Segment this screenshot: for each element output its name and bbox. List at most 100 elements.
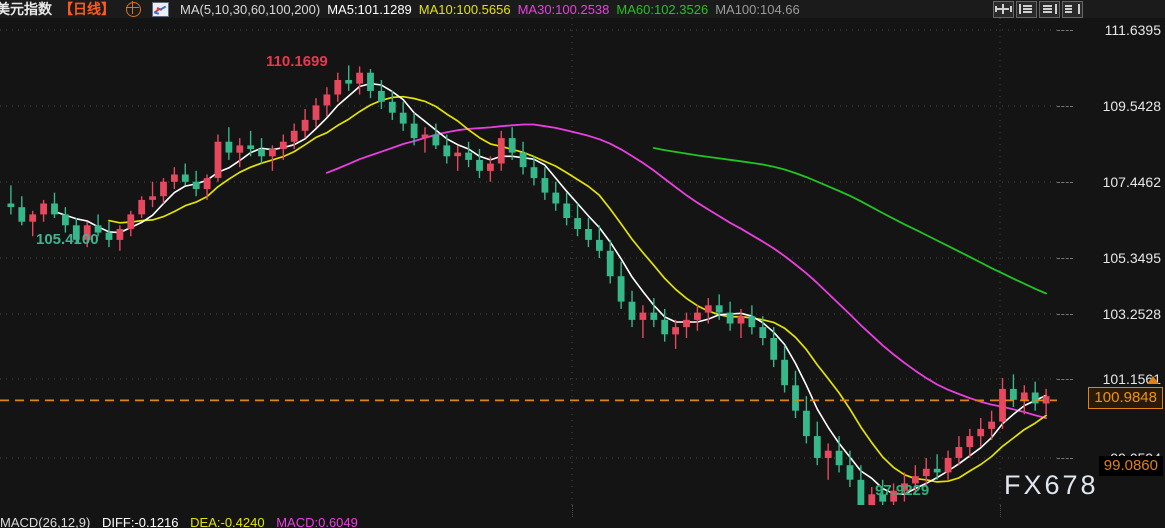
ma30-value: MA30:100.2538: [517, 1, 610, 17]
price-axis[interactable]: 111.6395 109.5428 107.4462 105.3495 103.2528…: [1057, 18, 1165, 505]
candle-body: [955, 447, 963, 458]
globe-icon[interactable]: [125, 1, 141, 17]
ma-config-label: MA(5,10,30,60,100,200): [180, 1, 321, 17]
candle-body: [247, 145, 255, 149]
last-price-arrow-icon: [1147, 376, 1159, 384]
ma60-value: MA60:102.3526: [616, 1, 709, 17]
candle-body: [94, 225, 102, 233]
candle-body: [367, 72, 374, 91]
candle-body: [781, 359, 788, 386]
candlestick-svg: [0, 18, 1057, 505]
candle-body: [1010, 388, 1017, 400]
candle-body: [541, 178, 549, 193]
last-price-tag[interactable]: 100.9848: [1088, 387, 1163, 409]
candle-body: [378, 90, 385, 102]
candle-body: [922, 468, 930, 477]
candle-body: [116, 229, 124, 240]
candle-body: [694, 312, 701, 320]
pane-align-left-icon[interactable]: [1016, 1, 1037, 18]
candle-body: [51, 203, 58, 215]
candle-body: [105, 232, 113, 240]
symbol-name: 美元指数: [0, 1, 52, 17]
candle-body: [890, 490, 897, 502]
crosshair-move-icon[interactable]: [993, 1, 1014, 18]
chart-toolbar: [993, 1, 1083, 18]
candle-body: [432, 134, 440, 146]
ma100-value: MA100:104.66: [715, 1, 800, 17]
candle-body: [7, 203, 15, 208]
pane-align-right-icon[interactable]: [1039, 1, 1060, 18]
candle-body: [661, 319, 669, 335]
pane-expand-right-icon[interactable]: [1062, 1, 1083, 18]
candle-body: [683, 319, 690, 328]
axis-tick-dash: [1057, 106, 1073, 107]
high-annotation: 110.1699: [266, 53, 328, 70]
candle-body: [846, 465, 854, 480]
candle-body: [835, 450, 843, 466]
ma5-value: MA5:101.1289: [327, 1, 412, 17]
candle-body: [421, 134, 429, 139]
macd-title: MACD(26,12,9): [0, 515, 91, 528]
candle-body: [192, 181, 200, 189]
candle-body: [127, 214, 135, 229]
candle-body: [83, 225, 91, 240]
candlestick-plot[interactable]: [0, 18, 1057, 505]
candle-body: [149, 196, 156, 200]
candle-body: [399, 112, 407, 124]
candle-body: [225, 141, 233, 153]
candle-body: [1042, 396, 1050, 404]
candle-body: [628, 301, 636, 320]
candle-body: [715, 305, 723, 313]
axis-tick-label: 107.4462: [1102, 174, 1161, 190]
candle-body: [966, 436, 974, 447]
grid-lines: [0, 18, 1057, 505]
candle-body: [29, 214, 37, 222]
axis-tick-dash: [1057, 458, 1073, 459]
candle-body: [334, 80, 342, 95]
macd-macd-value: MACD:0.6049: [276, 515, 358, 528]
candle-body: [388, 101, 396, 113]
candle-body: [301, 119, 309, 131]
candle-body: [519, 152, 527, 168]
candle-body: [574, 218, 581, 229]
candle-body: [508, 138, 516, 153]
candle-body: [530, 167, 538, 179]
candle-body: [181, 174, 189, 182]
ma5-line: [53, 82, 1047, 496]
mid-annotation: 105.4100: [36, 231, 99, 248]
candle-body: [988, 421, 995, 429]
candle-body: [236, 145, 244, 153]
candle-body: [356, 72, 363, 84]
candle-body: [879, 494, 887, 502]
candle-body: [312, 105, 320, 120]
candle-body: [672, 327, 679, 335]
candle-body: [770, 338, 778, 360]
candle-body: [552, 192, 560, 204]
ma30-line: [326, 123, 1047, 419]
candle-body: [40, 203, 47, 215]
candle-body: [487, 163, 494, 171]
candle-body: [1020, 392, 1028, 400]
line-chart-icon[interactable]: [152, 1, 169, 17]
candle-body: [476, 159, 483, 171]
axis-tick-label: 111.6395: [1104, 22, 1161, 38]
candle-body: [269, 149, 276, 157]
candle-body: [639, 312, 647, 320]
axis-tick-dash: [1057, 379, 1073, 380]
candle-body: [323, 94, 331, 106]
candle-body: [912, 476, 919, 484]
previous-close-tag[interactable]: 99.0860: [1098, 456, 1163, 476]
macd-indicator-panel[interactable]: MACD(26,12,9) DIFF:-0.1216 DEA:-0.4240 M…: [0, 505, 1165, 528]
candle-series: [7, 65, 1050, 505]
candle-body: [62, 214, 69, 226]
candle-body: [279, 141, 287, 149]
candle-body: [203, 178, 211, 189]
candle-body: [704, 305, 712, 313]
candle-body: [138, 199, 146, 215]
low-annotation: 97.9229: [875, 482, 930, 499]
candle-body: [160, 181, 167, 197]
axis-tick-dash: [1057, 314, 1073, 315]
axis-tick-dash: [1057, 182, 1073, 183]
candle-body: [563, 203, 571, 218]
